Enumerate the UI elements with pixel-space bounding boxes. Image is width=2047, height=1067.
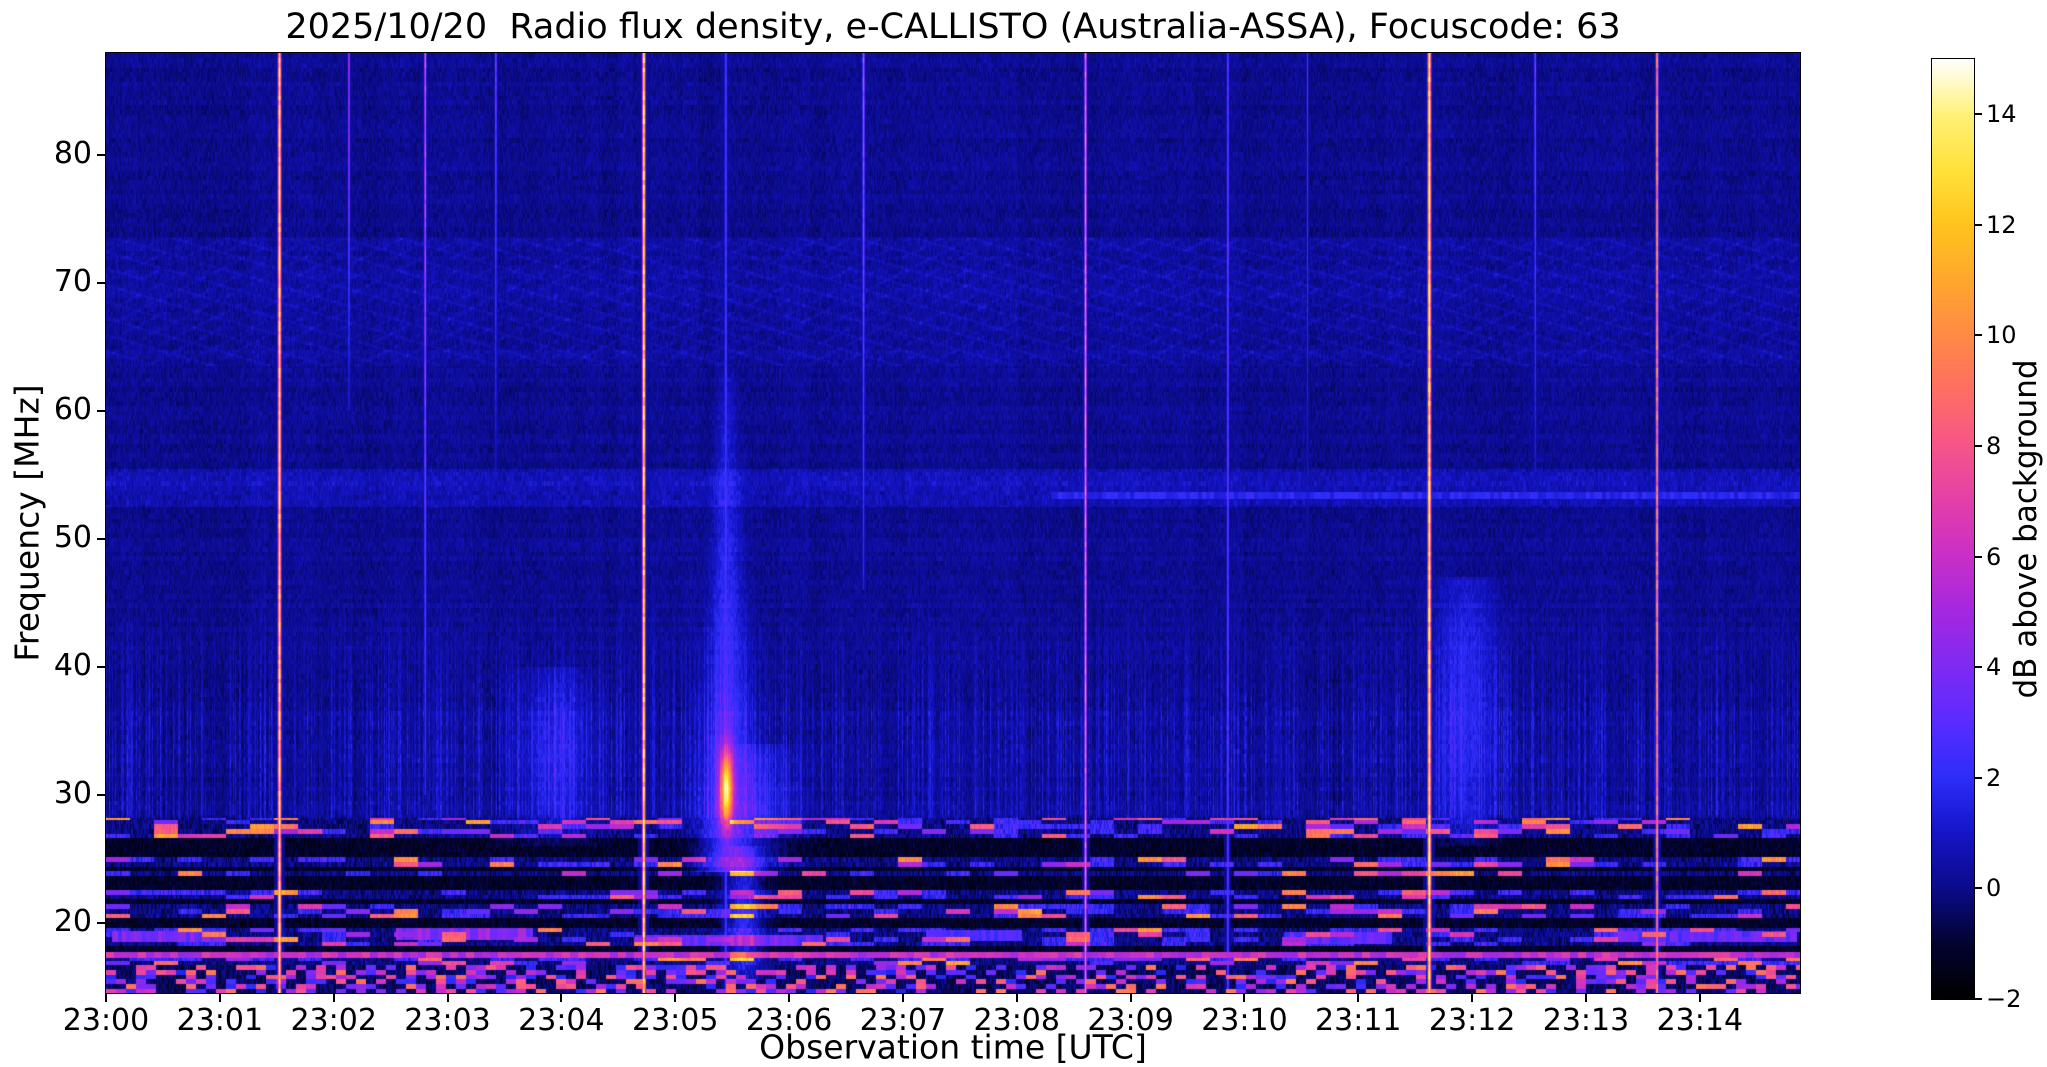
colorbar-tick-label: 0 bbox=[1986, 874, 2002, 903]
x-tick-label: 23:04 bbox=[518, 1003, 605, 1038]
x-tick-mark bbox=[332, 993, 335, 1002]
colorbar-tick-mark bbox=[1974, 334, 1982, 337]
y-tick-mark bbox=[97, 282, 106, 285]
colorbar-gradient bbox=[1931, 58, 1975, 1000]
x-tick-label: 23:03 bbox=[404, 1003, 491, 1038]
colorbar-tick-label: 8 bbox=[1986, 432, 2002, 461]
x-tick-mark bbox=[1015, 993, 1018, 1002]
x-tick-label: 23:07 bbox=[859, 1003, 947, 1038]
colorbar-tick-label: 2 bbox=[1986, 763, 2002, 792]
y-tick-mark bbox=[97, 154, 106, 157]
x-tick-mark bbox=[1357, 993, 1360, 1002]
colorbar-tick-mark bbox=[1974, 776, 1982, 779]
x-tick-mark bbox=[1471, 993, 1474, 1002]
x-tick-mark bbox=[1698, 993, 1701, 1002]
colorbar-tick-label: 6 bbox=[1986, 542, 2002, 571]
colorbar-tick-mark bbox=[1974, 666, 1982, 669]
colorbar-tick-mark bbox=[1974, 555, 1982, 558]
x-tick-label: 23:08 bbox=[973, 1003, 1060, 1038]
colorbar-tick-mark bbox=[1974, 223, 1982, 226]
x-tick-label: 23:05 bbox=[631, 1003, 719, 1038]
chart-title: 2025/10/20 Radio flux density, e-CALLIST… bbox=[285, 7, 1621, 47]
x-tick-label: 23:00 bbox=[62, 1003, 150, 1038]
x-tick-label: 23:11 bbox=[1315, 1003, 1402, 1038]
x-tick-mark bbox=[218, 993, 221, 1002]
y-tick-label: 80 bbox=[53, 136, 92, 172]
colorbar-tick-mark bbox=[1974, 887, 1982, 890]
x-tick-mark bbox=[1129, 993, 1132, 1002]
y-tick-mark bbox=[97, 665, 106, 668]
y-tick-mark bbox=[97, 793, 106, 796]
x-tick-label: 23:13 bbox=[1542, 1003, 1630, 1038]
colorbar-label: dB above background bbox=[2008, 359, 2044, 699]
y-tick-label: 40 bbox=[53, 647, 92, 683]
x-tick-mark bbox=[1243, 993, 1246, 1002]
x-tick-label: 23:10 bbox=[1201, 1003, 1288, 1038]
y-tick-label: 30 bbox=[53, 775, 92, 811]
x-tick-label: 23:09 bbox=[1087, 1003, 1174, 1038]
y-tick-mark bbox=[97, 537, 106, 540]
x-tick-label: 23:12 bbox=[1428, 1003, 1516, 1038]
x-tick-mark bbox=[446, 993, 449, 1002]
x-tick-mark bbox=[788, 993, 791, 1002]
y-tick-label: 70 bbox=[53, 264, 92, 300]
x-tick-mark bbox=[674, 993, 677, 1002]
colorbar-tick-mark bbox=[1974, 113, 1982, 116]
x-axis-label: Observation time [UTC] bbox=[759, 1027, 1147, 1067]
plot-area bbox=[105, 52, 1801, 994]
x-tick-mark bbox=[560, 993, 563, 1002]
x-tick-label: 23:06 bbox=[745, 1003, 833, 1038]
colorbar-tick-label: 4 bbox=[1986, 653, 2002, 682]
x-tick-mark bbox=[105, 993, 107, 1002]
colorbar-tick-label: −2 bbox=[1986, 985, 2022, 1013]
colorbar-tick-mark bbox=[1974, 445, 1982, 448]
y-tick-label: 60 bbox=[53, 392, 92, 428]
spectrogram-canvas bbox=[106, 53, 1800, 993]
x-tick-mark bbox=[1584, 993, 1587, 1002]
x-tick-mark bbox=[901, 993, 904, 1002]
y-tick-label: 20 bbox=[53, 903, 92, 939]
y-tick-label: 50 bbox=[53, 519, 92, 555]
colorbar-tick-label: 14 bbox=[1986, 100, 2017, 129]
x-tick-label: 23:14 bbox=[1656, 1003, 1744, 1038]
y-tick-mark bbox=[97, 921, 106, 924]
colorbar-tick-label: 10 bbox=[1986, 321, 2017, 350]
colorbar-tick-mark bbox=[1974, 998, 1982, 1000]
x-tick-label: 23:02 bbox=[290, 1003, 377, 1038]
x-tick-label: 23:01 bbox=[176, 1003, 264, 1038]
y-tick-mark bbox=[97, 410, 106, 413]
colorbar-tick-label: 12 bbox=[1986, 210, 2017, 239]
